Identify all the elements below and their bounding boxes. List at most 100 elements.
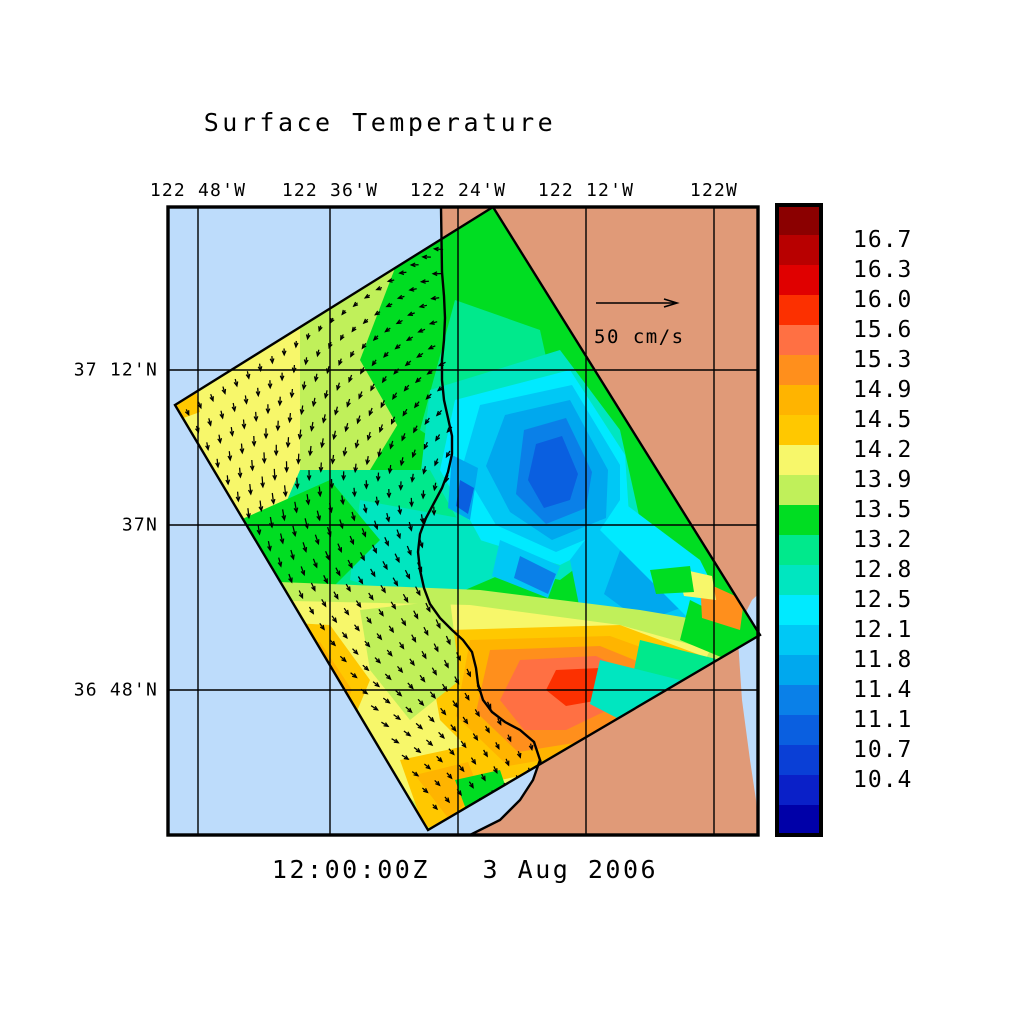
velocity-arrow-head [415,747,422,754]
velocity-arrow-head [301,384,307,391]
velocity-arrow-head [421,653,427,660]
velocity-arrow-head [483,751,488,758]
velocity-arrow-head [311,585,316,592]
velocity-arrow-head [431,510,437,517]
colorbar-tick-label: 16.3 [853,257,913,283]
velocity-arrow-head [408,684,414,690]
velocity-arrow-head [297,433,303,440]
velocity-arrow-head [435,410,442,417]
velocity-arrow-head [348,376,353,383]
velocity-arrow-head [341,656,347,663]
velocity-arrow-head [427,740,434,747]
velocity-arrow-head [446,639,451,646]
velocity-arrow-head [435,435,441,442]
velocity-arrow-head [424,419,430,425]
velocity-arrow-head [411,452,417,459]
velocity-arrow-head [358,578,364,585]
velocity-arrow-head [346,401,351,408]
colorbar-band [777,505,821,536]
velocity-arrow-head [403,597,409,604]
velocity-arrow-head [372,335,379,341]
velocity-arrow-head [425,764,432,770]
velocity-arrow-head [380,402,386,409]
colorbar-tick-label: 10.7 [853,737,913,763]
velocity-arrow-head [339,334,345,341]
velocity-arrow-head [452,702,458,709]
velocity-arrow-head [377,451,383,458]
velocity-arrow-head [395,557,400,564]
velocity-arrow-head [282,491,288,498]
colorbar-band [777,415,821,446]
velocity-arrow-head [413,402,420,409]
velocity-arrow [292,525,296,536]
velocity-arrow-head [409,501,414,508]
velocity-arrow-head [385,302,392,308]
velocity-arrow-head [417,328,424,333]
velocity-arrow-head [432,485,438,492]
velocity-arrow-head [408,525,413,532]
velocity-arrow-head [291,367,297,374]
velocity-arrow [273,468,276,480]
velocity-arrow-head [294,483,300,490]
velocity-arrow-head [419,279,426,284]
velocity-arrow [314,534,319,544]
velocity-arrow-head [342,633,348,639]
velocity-arrow-head [215,462,220,469]
colorbar-band [777,265,821,296]
velocity-arrow-head [370,571,376,578]
velocity-arrow-head [370,385,375,392]
velocity-arrow-head [371,360,377,367]
velocity-arrow-head [475,711,480,718]
velocity-arrow-head [373,705,380,711]
velocity-arrow-head [408,286,415,292]
velocity-arrow-head [411,636,417,643]
velocity-arrow-head [303,359,309,366]
velocity-arrow-head [243,398,249,405]
vector-scale-label: 50 cm/s [594,326,685,348]
velocity-arrow-head [414,377,421,384]
velocity-arrow-head [436,386,443,392]
velocity-arrow-head [354,625,360,632]
velocity-arrow-head [229,430,235,437]
lat-tick-label-3: 36 48'N [73,679,158,701]
velocity-arrow-head [205,444,210,452]
velocity-arrow-head [317,491,323,498]
velocity-arrow-head [351,673,358,679]
colorbar-band [777,295,821,326]
scale-arrow-head [663,298,680,308]
velocity-arrow [281,509,286,520]
velocity-arrow-head [362,689,369,695]
velocity-arrow-head [378,611,384,617]
velocity-arrow-head [376,634,383,641]
colorbar-band [777,685,821,716]
velocity-arrow-head [361,531,367,538]
velocity-arrow-head [395,319,402,325]
velocity-arrow [261,476,264,487]
velocity-arrow-head [350,515,356,522]
velocity-arrow-head [333,593,339,600]
velocity-arrow-head [429,716,435,723]
colorbar-band [777,715,821,746]
colorbar-tick-label: 11.8 [853,647,913,673]
velocity-arrow [283,485,287,496]
velocity-arrow-head [319,624,325,631]
velocity-arrow-head [393,369,399,375]
colorbar-bands [777,205,821,836]
velocity-arrow-head [309,609,315,615]
velocity-arrow-head [277,561,283,568]
velocity-arrow-head [385,516,391,523]
velocity-arrow-head [292,531,297,538]
velocity-arrow-head [434,460,439,467]
velocity-arrow-head [399,643,405,650]
velocity-arrow-head [207,420,212,427]
velocity-arrow-head [321,601,327,608]
velocity-arrow-head [329,317,335,324]
velocity-arrow-head [421,254,428,260]
velocity-arrow-head [277,400,283,407]
velocity-arrow-head [413,427,418,434]
velocity-arrow-head [407,549,412,556]
velocity-arrow-head [390,419,396,425]
velocity-arrow [294,501,298,513]
velocity-arrow-head [422,468,427,475]
velocity-arrow-head [407,707,413,714]
